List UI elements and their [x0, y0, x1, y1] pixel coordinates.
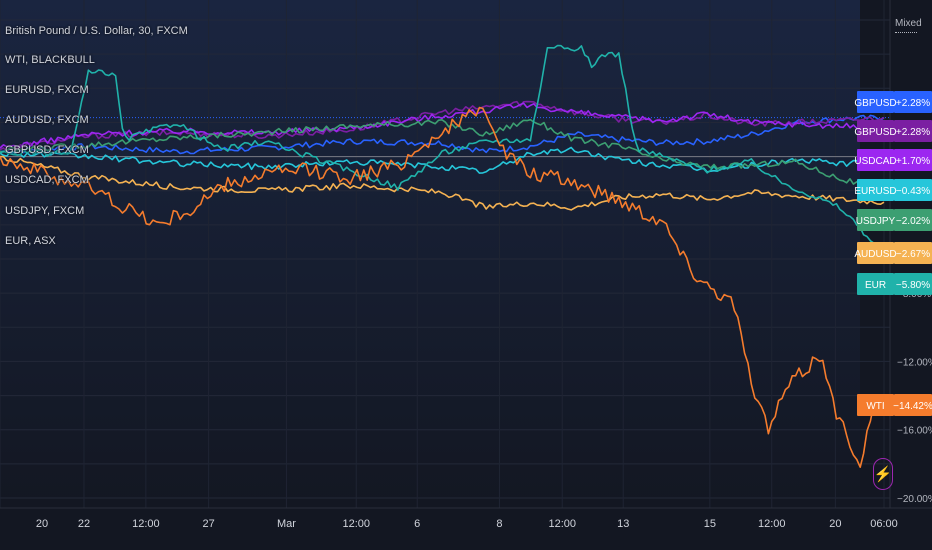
value-label-symbol: AUDUSD: [854, 249, 896, 260]
x-tick-label: 20: [829, 518, 841, 530]
baseline: [0, 117, 890, 158]
x-tick-label: 22: [78, 518, 90, 530]
series-lines: [0, 44, 885, 469]
value-label-percent: +2.28%: [896, 98, 930, 109]
y-tick-label: −20.00%: [897, 494, 932, 505]
scale-mode-underline: [895, 32, 917, 33]
value-label-symbol: GBPUSD: [854, 98, 896, 109]
x-tick-label: 12:00: [342, 518, 370, 530]
value-label-percent: +2.28%: [896, 127, 930, 138]
series-line-eur-6: [0, 44, 885, 257]
legend-item-eurusd[interactable]: EURUSD, FXCM: [5, 84, 89, 96]
x-axis-ticks: 20 22 12:00 27 Mar 12:00 6 8 12:00 13 15 12:00 20 06:…: [36, 518, 898, 530]
chart-title[interactable]: British Pound / U.S. Dollar, 30, FXCM: [5, 25, 188, 37]
x-tick-label: 6: [414, 518, 420, 530]
lightning-icon[interactable]: ⚡: [873, 458, 893, 490]
y-tick-label: −12.00%: [897, 357, 932, 368]
legend-item-gbpusd[interactable]: GBPUSD, FXCM: [5, 144, 89, 156]
series-line-gbpusd-0: [0, 114, 885, 155]
value-label-usdjpy: USDJPY −2.02%: [856, 209, 932, 231]
series-line-gbpusd-1: [0, 100, 885, 153]
legend-item-audusd[interactable]: AUDUSD, FXCM: [5, 114, 89, 126]
value-label-symbol: USDJPY: [856, 216, 896, 227]
x-tick-label: 27: [202, 518, 214, 530]
x-tick-label: 15: [704, 518, 716, 530]
x-tick-label: 12:00: [548, 518, 576, 530]
value-label-audusd: AUDUSD −2.67%: [854, 242, 932, 264]
value-label-gbpusd: GBPUSD +2.28%: [854, 91, 932, 113]
value-label-percent: −0.43%: [896, 186, 930, 197]
value-label-usdcad: USDCAD +1.70%: [854, 149, 932, 171]
x-tick-label: 20: [36, 518, 48, 530]
value-label-wti: WTI −14.42%: [857, 394, 932, 416]
series-line-audusd-5: [0, 155, 885, 211]
value-label-symbol: EURUSD: [854, 186, 896, 197]
series-line-usdjpy-4: [0, 118, 885, 192]
series-line-usdcad-2: [0, 102, 885, 149]
value-label-symbol: USDCAD: [854, 156, 896, 167]
x-tick-label: 12:00: [758, 518, 786, 530]
plot-background: [0, 0, 860, 508]
series-value-labels: GBPUSD +2.28%GBPUSD +2.28%USDCAD +1.70%EURU…: [854, 91, 932, 416]
value-label-percent: −5.80%: [896, 280, 930, 291]
series-line-eurusd-3: [0, 146, 885, 174]
legend-item-usdcad[interactable]: USDCAD, FXCM: [5, 174, 89, 186]
series-line-wti-7: [0, 106, 885, 469]
x-tick-label: Mar: [277, 518, 296, 530]
value-label-eurusd: EURUSD −0.43%: [854, 179, 932, 201]
y-tick-label: −16.00%: [897, 426, 932, 437]
legend-item-wti[interactable]: WTI, BLACKBULL: [5, 54, 95, 66]
legend-item-usdjpy[interactable]: USDJPY, FXCM: [5, 205, 85, 217]
value-label-eur: EUR −5.80%: [857, 273, 932, 295]
x-tick-label: 13: [617, 518, 629, 530]
scale-mode-label[interactable]: Mixed: [895, 18, 922, 29]
x-tick-label: 12:00: [132, 518, 160, 530]
value-label-gbpusd: GBPUSD +2.28%: [854, 120, 932, 142]
value-label-percent: −2.67%: [896, 249, 930, 260]
value-label-symbol: EUR: [865, 280, 886, 291]
value-label-symbol: WTI: [866, 401, 884, 412]
value-label-percent: −14.42%: [893, 401, 932, 412]
value-label-symbol: GBPUSD: [854, 127, 896, 138]
value-label-percent: +1.70%: [896, 156, 930, 167]
x-tick-label: 06:00: [870, 518, 898, 530]
x-tick-label: 8: [496, 518, 502, 530]
legend-item-eur[interactable]: EUR, ASX: [5, 235, 56, 247]
value-label-percent: −2.02%: [896, 216, 930, 227]
